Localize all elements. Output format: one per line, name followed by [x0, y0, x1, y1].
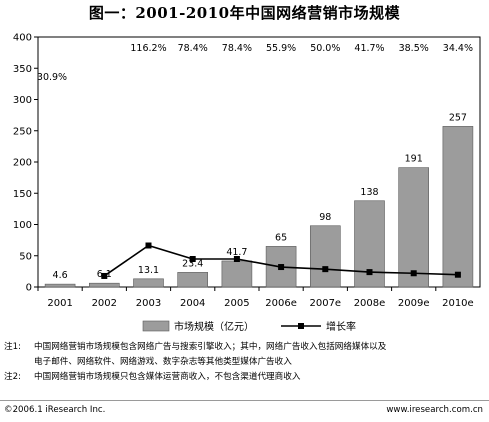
note-1-label: 注1: — [4, 342, 21, 352]
y-tick-label: 350 — [13, 64, 32, 75]
x-tick-label: 2009e — [398, 298, 430, 309]
bar-value-label: 98 — [319, 212, 331, 223]
y-tick-label: 50 — [19, 251, 32, 262]
bar-value-label: 191 — [405, 154, 423, 165]
bar — [221, 260, 253, 288]
x-tick-label: 2006e — [265, 298, 297, 309]
bar-value-label: 23.4 — [182, 258, 203, 269]
footer-website: www.iresearch.com.cn — [386, 405, 483, 415]
growth-label: 30.9% — [37, 72, 67, 83]
bar-value-label: 257 — [449, 112, 467, 123]
growth-point — [366, 269, 373, 276]
growth-label: 55.9% — [266, 43, 296, 54]
growth-label: 41.7% — [354, 43, 384, 54]
chart: 0501001502002503003504004.66.113.123.441… — [13, 33, 481, 333]
note-2-line-1: 中国网络营销市场规模只包含媒体运营商收入，不包含渠道代理商收入 — [34, 372, 301, 382]
chart-title: 图一：2001-2010年中国网络营销市场规模 — [88, 4, 401, 22]
notes: 注1: 中国网络营销市场规模包含网络广告与搜索引擎收入；其中，网络广告收入包括网… — [4, 340, 486, 385]
growth-point — [454, 271, 461, 278]
growth-point — [278, 264, 285, 271]
x-tick-label: 2001 — [47, 298, 72, 309]
x-tick-label: 2003 — [136, 298, 161, 309]
bar-value-label: 65 — [275, 232, 287, 243]
x-tick-label: 2010e — [442, 298, 474, 309]
bar-value-label: 41.7 — [226, 247, 247, 258]
bar-value-label: 138 — [360, 187, 378, 198]
legend-bar-swatch — [142, 320, 170, 332]
growth-label: 34.4% — [443, 43, 473, 54]
growth-point — [233, 256, 240, 262]
growth-point — [145, 242, 152, 249]
growth-label: 116.2% — [130, 43, 166, 54]
growth-point — [189, 256, 196, 262]
bar-value-label: 4.6 — [53, 270, 68, 281]
bar-value-label: 13.1 — [138, 265, 159, 276]
x-tick-label: 2005 — [224, 298, 249, 309]
growth-label: 50.0% — [310, 43, 340, 54]
bar — [133, 278, 164, 288]
growth-label: 78.4% — [178, 43, 208, 54]
bar — [309, 225, 341, 288]
growth-point — [322, 266, 329, 273]
y-tick-label: 150 — [13, 189, 32, 200]
legend-line-label: 增长率 — [326, 320, 356, 333]
growth-label: 78.4% — [222, 43, 252, 54]
footer-divider — [0, 400, 489, 401]
note-2-label: 注2: — [4, 372, 21, 382]
x-tick-label: 2007e — [309, 298, 341, 309]
y-tick-label: 0 — [26, 283, 32, 294]
x-tick-label: 2002 — [92, 298, 117, 309]
bar — [44, 283, 76, 288]
note-1-line-1: 中国网络营销市场规模包含网络广告与搜索引擎收入；其中，网络广告收入包括网络媒体以… — [34, 342, 387, 352]
growth-label: 38.5% — [399, 43, 429, 54]
bar — [442, 126, 474, 288]
note-2: 注2: 中国网络营销市场规模只包含媒体运营商收入，不包含渠道代理商收入 — [4, 370, 486, 385]
legend-line-marker — [298, 323, 304, 329]
y-tick-label: 200 — [13, 158, 32, 169]
y-tick-label: 250 — [13, 126, 32, 137]
x-tick-label: 2008e — [354, 298, 386, 309]
bar — [177, 272, 208, 288]
note-1: 注1: 中国网络营销市场规模包含网络广告与搜索引擎收入；其中，网络广告收入包括网… — [4, 340, 486, 370]
growth-point — [101, 272, 108, 279]
footer-copyright: ©2006.1 iResearch Inc. — [4, 405, 106, 415]
bar — [89, 282, 120, 288]
note-1-line-2: 电子邮件、网络软件、网络游戏、数字杂志等其他类型媒体广告收入 — [34, 357, 292, 367]
y-tick-label: 300 — [13, 95, 32, 106]
bar — [398, 167, 430, 288]
y-tick-label: 100 — [13, 220, 32, 231]
x-tick-label: 2004 — [180, 298, 205, 309]
legend-bar-label: 市场规模（亿元） — [174, 320, 254, 333]
growth-point — [410, 270, 417, 277]
y-tick-label: 400 — [13, 33, 32, 44]
